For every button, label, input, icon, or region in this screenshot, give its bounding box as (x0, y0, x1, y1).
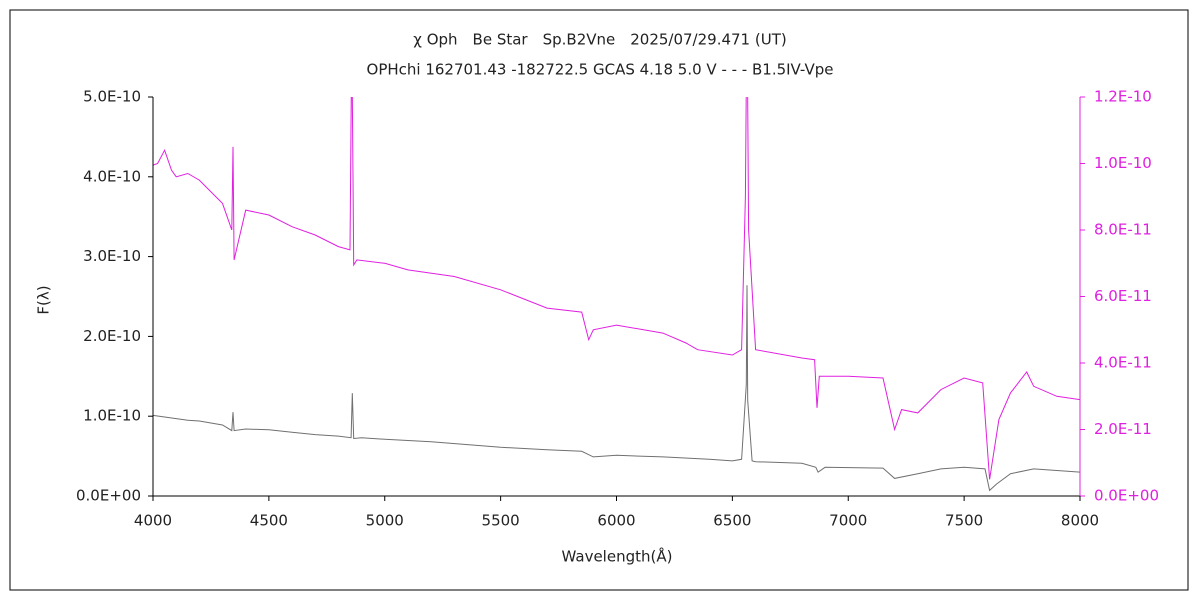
y2-tick-label: 1.2E-10 (1094, 88, 1152, 106)
y2-tick-label: 2.0E-11 (1094, 420, 1152, 438)
y-tick-label: 1.0E-10 (83, 407, 141, 425)
y-tick-label: 2.0E-10 (83, 327, 141, 345)
y-tick-label: 3.0E-10 (83, 247, 141, 265)
x-tick-label: 4000 (134, 512, 172, 530)
x-tick-label: 7000 (829, 512, 867, 530)
x-tick-label: 5500 (482, 512, 520, 530)
chart-title: χ Oph Be Star Sp.B2Vne 2025/07/29.471 (U… (413, 31, 786, 49)
x-axis-label: Wavelength(Å) (562, 547, 673, 566)
y-tick-label: 0.0E+00 (76, 487, 141, 505)
spectrum-line (153, 97, 1080, 480)
y2-tick-label: 1.0E-10 (1094, 154, 1152, 172)
y2-tick-label: 4.0E-11 (1094, 354, 1152, 372)
x-tick-label: 6500 (713, 512, 751, 530)
spectrum-line (153, 285, 1080, 492)
y2-tick-label: 6.0E-11 (1094, 287, 1152, 305)
y-tick-label: 4.0E-10 (83, 167, 141, 185)
y-tick-label: 5.0E-10 (83, 88, 141, 106)
chart-subtitle: OPHchi 162701.43 -182722.5 GCAS 4.18 5.0… (367, 61, 834, 79)
frame (9, 9, 1189, 591)
x-tick-label: 8000 (1061, 512, 1099, 530)
x-tick-label: 4500 (250, 512, 288, 530)
y2-tick-label: 0.0E+00 (1094, 487, 1159, 505)
y2-tick-label: 8.0E-11 (1094, 221, 1152, 239)
x-tick-label: 5000 (366, 512, 404, 530)
x-tick-label: 7500 (945, 512, 983, 530)
x-tick-label: 6000 (597, 512, 635, 530)
y-axis-label: F(λ) (35, 285, 53, 314)
